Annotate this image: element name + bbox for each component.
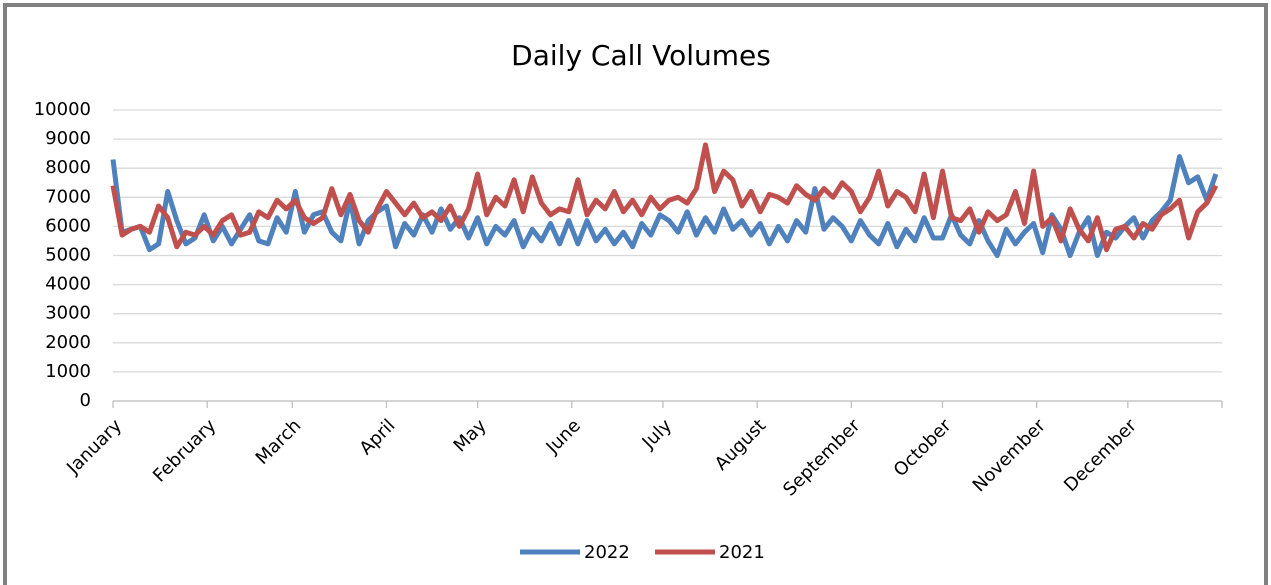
y-tick-label: 2000 [45,332,91,353]
y-tick-label: 6000 [45,215,91,236]
chart-title: Daily Call Volumes [511,39,771,72]
y-tick-label: 9000 [45,128,91,149]
y-tick-label: 4000 [45,274,91,295]
y-tick-label: 5000 [45,245,91,266]
y-tick-label: 8000 [45,157,91,178]
y-tick-label: 10000 [34,99,91,120]
legend-label: 2022 [584,542,630,563]
y-tick-label: 1000 [45,361,91,382]
y-tick-label: 0 [80,390,91,411]
y-tick-label: 7000 [45,186,91,207]
y-tick-label: 3000 [45,303,91,324]
chart-frame [3,3,1268,585]
legend-label: 2021 [719,542,765,563]
series-line [110,142,1219,253]
